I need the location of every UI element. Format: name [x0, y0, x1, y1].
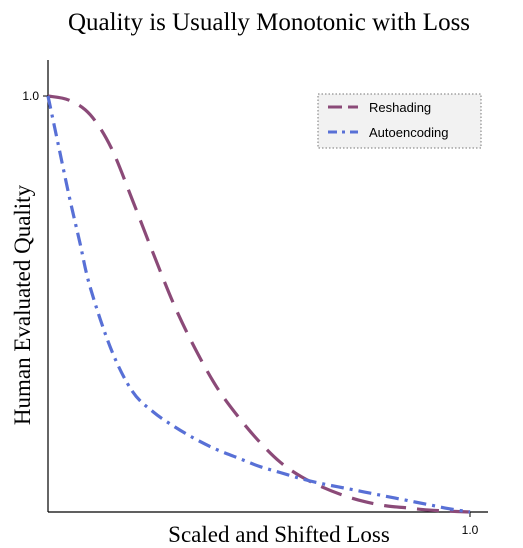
x-axis-label: Scaled and Shifted Loss [168, 522, 390, 547]
x-tick-label-0: 1.0 [462, 523, 479, 537]
series-line-reshading [47, 94, 471, 514]
axis-ticks: 1.0 1.0 [22, 89, 478, 537]
series-layer [46, 94, 471, 514]
legend-label-reshading: Reshading [369, 100, 431, 115]
y-axis-label: Human Evaluated Quality [10, 184, 35, 425]
y-tick-label-0: 1.0 [22, 89, 39, 103]
legend-box [317, 93, 482, 149]
series-line-autoencoding [46, 95, 471, 514]
legend-label-autoencoding: Autoencoding [369, 125, 449, 140]
legend: Reshading Autoencoding [317, 93, 482, 149]
chart-title: Quality is Usually Monotonic with Loss [68, 9, 470, 36]
